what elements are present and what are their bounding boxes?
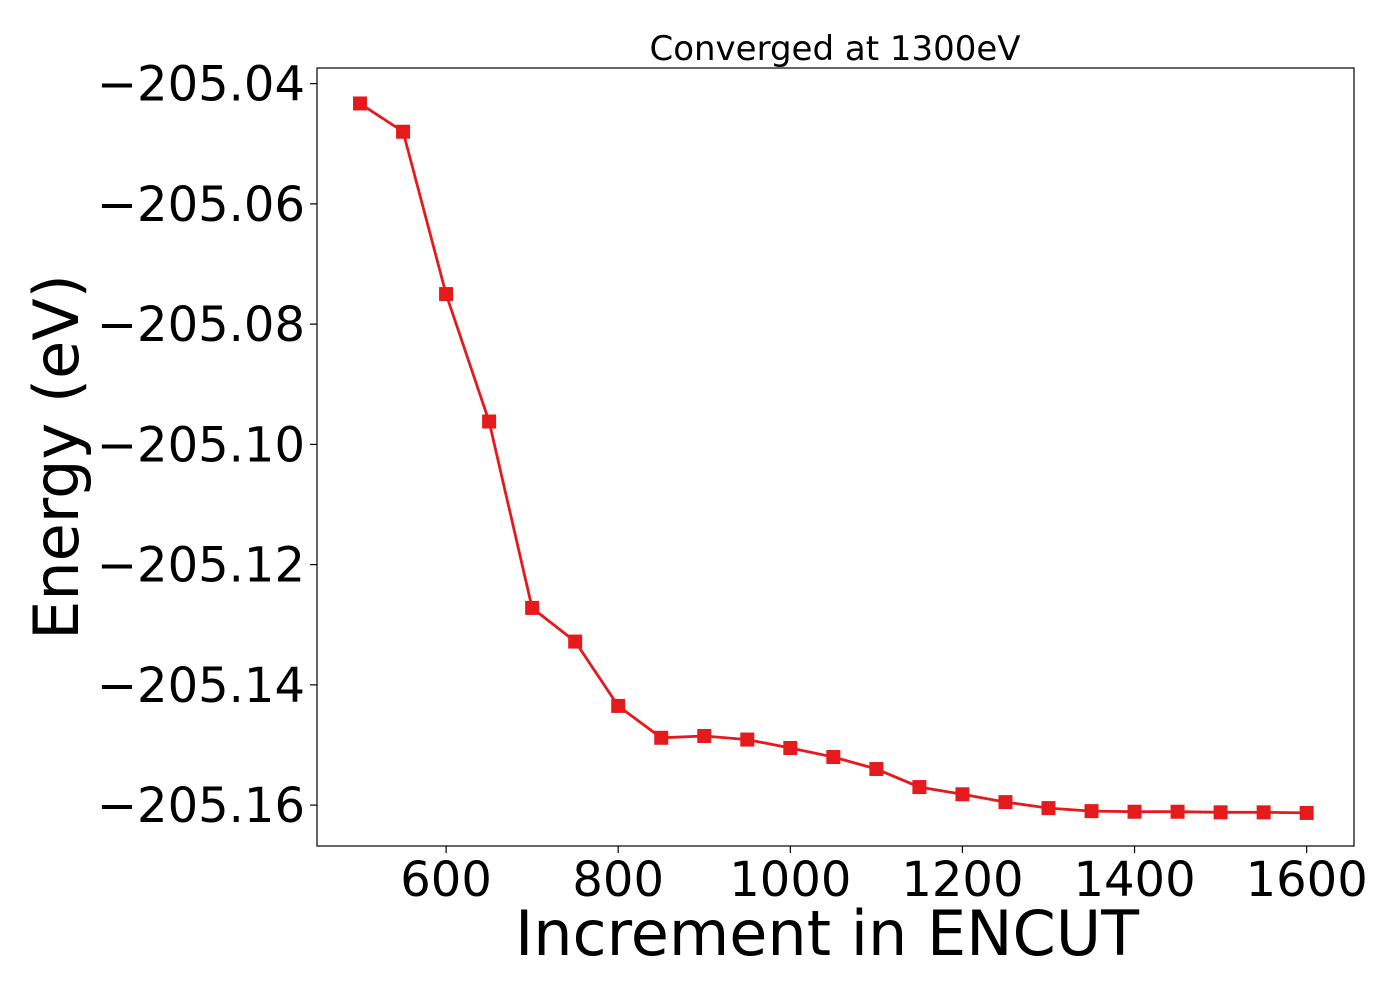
y-tick-label: −205.06 [97, 177, 305, 233]
series-line [359, 102, 1307, 815]
data-point [826, 750, 841, 765]
y-tick-label: −205.14 [97, 658, 305, 714]
data-point [697, 728, 712, 743]
data-point [1299, 805, 1314, 820]
data-point [1170, 804, 1185, 819]
x-tick-label: 1000 [729, 852, 851, 908]
data-point [869, 762, 884, 777]
data-point [1256, 805, 1271, 820]
x-tick-label: 1400 [1073, 852, 1195, 908]
data-point [482, 414, 497, 429]
x-axis-label: Increment in ENCUT [515, 897, 1140, 970]
x-axis: 600 800 1000 1200 1400 1600 [400, 846, 1368, 908]
data-point [740, 732, 755, 747]
y-axis: −205.04 −205.06 −205.08 −205.10 −205.12 −205.… [97, 57, 317, 834]
y-tick-label: −205.10 [97, 417, 305, 473]
y-tick-label: −205.16 [97, 778, 305, 834]
x-tick-label: 600 [400, 852, 492, 908]
data-point [1213, 805, 1228, 820]
x-tick-label: 800 [572, 852, 664, 908]
x-tick-label: 1200 [901, 852, 1023, 908]
data-point [1127, 804, 1142, 819]
x-tick-label: 1600 [1246, 852, 1368, 908]
y-tick-label: −205.04 [97, 57, 305, 113]
y-tick-label: −205.08 [97, 297, 305, 353]
data-point [912, 780, 927, 795]
data-point [1041, 801, 1056, 816]
data-point [439, 287, 454, 302]
y-tick-label: −205.12 [97, 538, 305, 594]
data-point [955, 787, 970, 802]
y-axis-label: Energy (eV) [20, 274, 93, 640]
data-point [1084, 804, 1099, 819]
chart-title: Converged at 1300eV [649, 29, 1020, 69]
data-point [654, 730, 669, 745]
data-point [568, 634, 583, 649]
data-point [611, 698, 626, 713]
data-point [396, 124, 411, 139]
data-point [525, 600, 540, 615]
data-point [998, 795, 1013, 810]
data-point [353, 96, 368, 111]
plot-frame [316, 67, 1355, 847]
data-point [783, 740, 798, 755]
plot-area [353, 96, 1314, 820]
